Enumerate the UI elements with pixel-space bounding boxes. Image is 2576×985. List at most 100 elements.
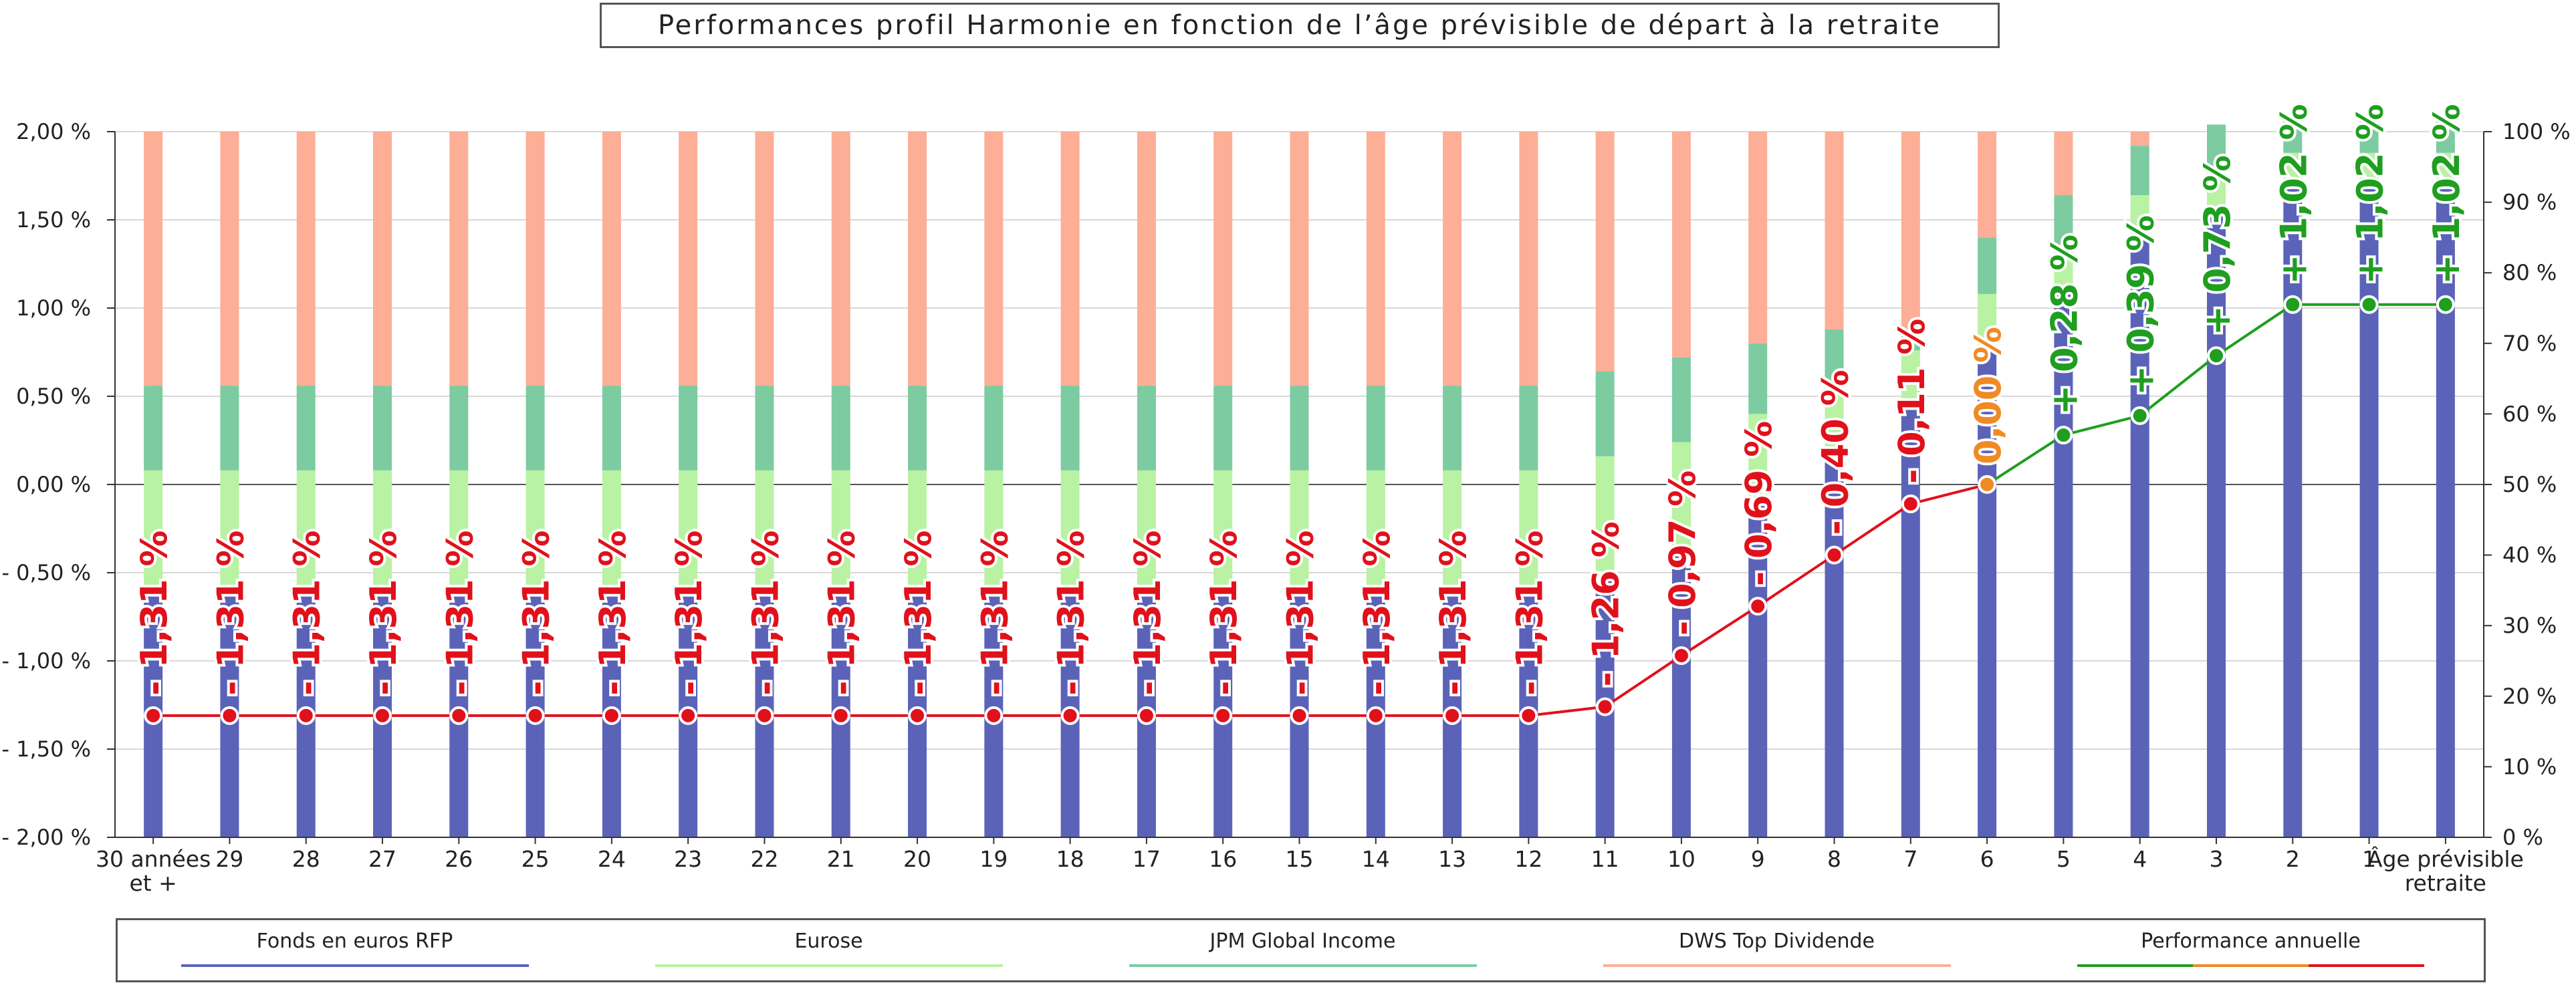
- point-layer: [144, 295, 2455, 725]
- bar-eurose: [755, 470, 774, 591]
- legend-swatch: [2077, 964, 2425, 967]
- bar-eurose: [1978, 293, 1997, 351]
- bar-fonds-euros: [1825, 456, 1844, 837]
- bar-jpm: [1443, 386, 1462, 470]
- bar-dws: [755, 132, 774, 386]
- bar-dws: [1671, 132, 1691, 358]
- bar-jpm: [1978, 237, 1997, 294]
- x-category-label: 8: [1827, 846, 1841, 872]
- bar-jpm: [831, 386, 850, 470]
- x-category-label: 20: [903, 846, 931, 872]
- performance-data-label: + 1,02 %: [2349, 104, 2391, 285]
- performance-data-label: - 1,26 %: [1585, 521, 1627, 686]
- bar-eurose: [2359, 152, 2379, 188]
- bar-jpm: [2130, 146, 2149, 196]
- performance-point: [449, 706, 469, 725]
- bar-fonds-euros: [2436, 188, 2455, 838]
- bar-eurose: [1519, 470, 1538, 591]
- right-tick-label: 70 %: [2502, 331, 2557, 356]
- bar-eurose: [1290, 470, 1309, 591]
- label-layer: - 1,31 % - 1,31 % - 1,31 % - 1,31 % - 1,31 %…: [130, 102, 2470, 698]
- x-category-label: 22: [750, 846, 778, 872]
- bar-dws: [1290, 132, 1309, 386]
- x-category-label: 23: [674, 846, 702, 872]
- right-tick-label: 90 %: [2502, 190, 2557, 215]
- bar-jpm: [1213, 386, 1233, 470]
- bar-layer: [144, 117, 2455, 838]
- bar-dws: [296, 132, 316, 386]
- performance-point: [1825, 545, 1844, 565]
- performance-point: [1595, 697, 1615, 716]
- bar-eurose: [2130, 195, 2149, 238]
- bar-eurose: [1443, 470, 1462, 591]
- bar-eurose: [2054, 244, 2073, 294]
- bar-eurose: [1366, 470, 1385, 591]
- chart-svg: 2,00 % 1,50 % 1,00 % 0,50 % 0,00 % - 0,50 % - …: [1, 102, 2571, 896]
- bar-fonds-euros: [1901, 406, 1920, 837]
- legend-swatch-segment: [2309, 964, 2425, 967]
- left-tick-label: 2,00 %: [16, 119, 91, 144]
- performance-data-label: - 1,31 %: [668, 530, 710, 695]
- performance-point: [1748, 597, 1768, 616]
- performance-data-label: - 0,11 %: [1891, 319, 1933, 484]
- bar-jpm: [908, 386, 927, 470]
- legend-swatch-segment: [1603, 964, 1951, 967]
- left-tick-label: - 1,00 %: [1, 648, 91, 674]
- x-category-label-line2: retraite: [2405, 870, 2486, 896]
- legend-swatch-segment: [1129, 964, 1477, 967]
- bar-eurose: [449, 470, 469, 591]
- x-category-label: 3: [2209, 846, 2223, 872]
- legend: Fonds en euros RFP Eurose JPM Global Incom…: [116, 918, 2486, 982]
- left-tick-label: 0,50 %: [16, 384, 91, 409]
- left-tick-label: - 2,00 %: [1, 825, 91, 850]
- bar-jpm: [220, 386, 239, 470]
- bar-dws: [373, 132, 392, 386]
- performance-data-label: - 1,31 %: [286, 530, 328, 695]
- bar-dws: [1366, 132, 1385, 386]
- x-category-label: 11: [1591, 846, 1619, 872]
- performance-point: [831, 706, 850, 725]
- legend-item: Performance annuelle: [2064, 920, 2438, 980]
- right-tick-label: 40 %: [2502, 543, 2557, 568]
- bar-eurose: [1671, 442, 1691, 555]
- bar-eurose: [144, 470, 163, 591]
- left-tick-label: - 0,50 %: [1, 560, 91, 585]
- performance-point: [1060, 706, 1080, 725]
- performance-data-label: - 1,31 %: [209, 530, 251, 695]
- bar-jpm: [2359, 117, 2379, 153]
- bar-jpm: [1825, 329, 1844, 386]
- x-category-label: 10: [1667, 846, 1695, 872]
- performance-point: [1671, 646, 1691, 666]
- performance-point: [2359, 295, 2379, 314]
- x-category-label-line2: et +: [129, 870, 177, 896]
- legend-item: Eurose: [642, 920, 1016, 980]
- axis-layer: 2,00 % 1,50 % 1,00 % 0,50 % 0,00 % - 0,50 % - …: [1, 119, 2570, 850]
- performance-point: [1901, 495, 1920, 514]
- legend-label: Performance annuelle: [2141, 930, 2361, 953]
- left-tick-label: - 1,50 %: [1, 736, 91, 762]
- bar-dws: [144, 132, 163, 386]
- bar-dws: [908, 132, 927, 386]
- legend-swatch: [1603, 964, 1951, 967]
- x-category-label: 1: [2362, 846, 2376, 872]
- bar-eurose: [984, 470, 1004, 591]
- bar-eurose: [679, 470, 698, 591]
- right-tick-label: 60 %: [2502, 401, 2557, 426]
- x-category-label: 15: [1286, 846, 1314, 872]
- performance-data-label: - 1,31 %: [744, 530, 786, 695]
- bar-dws: [1825, 132, 1844, 329]
- performance-data-label: - 0,40 %: [1814, 370, 1857, 535]
- performance-data-label: - 1,31 %: [362, 530, 404, 695]
- bar-fonds-euros: [1978, 350, 1997, 837]
- performance-point: [525, 706, 545, 725]
- legend-label: Eurose: [794, 930, 863, 953]
- bar-dws: [449, 132, 469, 386]
- bar-jpm: [1060, 386, 1080, 470]
- performance-data-label: - 1,31 %: [133, 530, 175, 695]
- performance-data-label: + 1,02 %: [2272, 104, 2315, 285]
- performance-line-segment: [1528, 705, 1605, 717]
- bar-dws: [525, 132, 545, 386]
- bar-eurose: [2206, 166, 2226, 210]
- performance-data-label: - 1,31 %: [1432, 530, 1474, 695]
